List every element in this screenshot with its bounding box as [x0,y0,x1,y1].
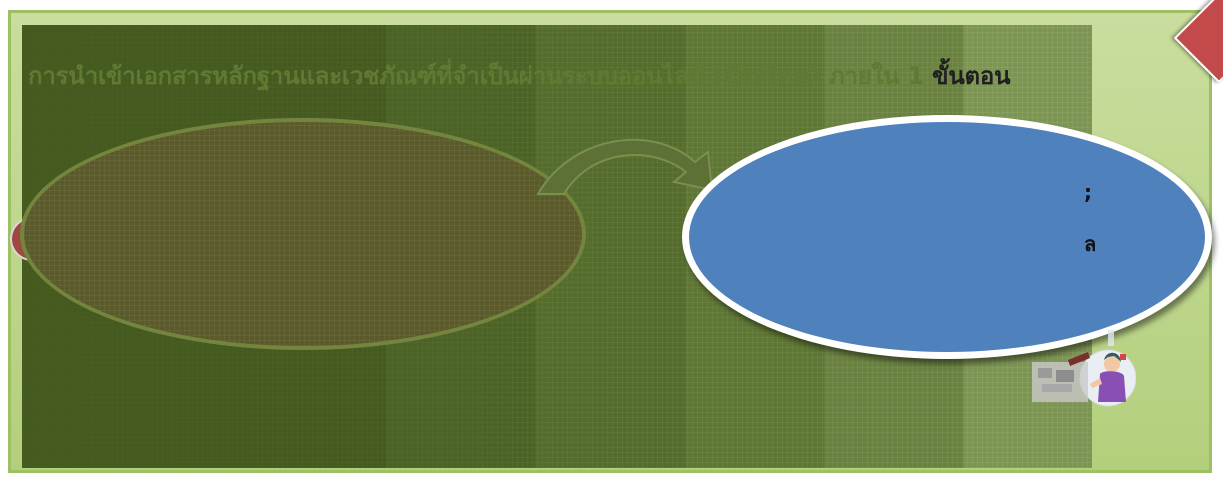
slide-title: การนำเข้าเอกสารหลักฐานและเวชภัณฑ์ที่จำเป… [28,56,1208,95]
title-main: การนำเข้าเอกสารหลักฐานและเวชภัณฑ์ที่จำเป… [28,62,924,90]
blue-ellipse-text-2: ล [1084,232,1097,256]
blue-ellipse-text-1: ; [1084,180,1092,204]
left-ellipse-shape [20,118,586,350]
left-ellipse-grid [24,122,582,346]
curved-arrow-icon [536,138,714,195]
blue-ellipse-shape [682,115,1212,359]
person-illustration-icon [1032,330,1136,407]
title-tail: ขั้นตอน [932,62,1011,90]
